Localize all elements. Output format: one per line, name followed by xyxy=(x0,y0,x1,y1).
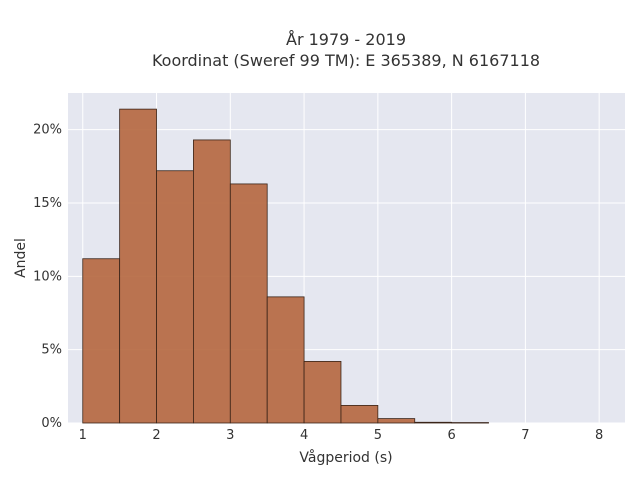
histogram-bar xyxy=(303,360,342,424)
chart-title-line2: Koordinat (Sweref 99 TM): E 365389, N 61… xyxy=(152,51,540,70)
y-tick-label: 0% xyxy=(41,416,62,431)
y-tick-label: 10% xyxy=(33,269,62,284)
histogram-bar xyxy=(451,422,489,424)
histogram-bar xyxy=(266,296,305,424)
histogram-bar xyxy=(340,404,379,424)
x-axis-label: Vågperiod (s) xyxy=(299,449,392,466)
y-tick-label: 5% xyxy=(41,343,62,358)
y-tick-labels: 0% 5% 10% 15% 20% xyxy=(33,123,62,431)
x-tick-label: 3 xyxy=(226,428,234,443)
histogram-bar xyxy=(156,170,194,424)
y-axis-label: Andel xyxy=(13,238,29,278)
histogram-bar xyxy=(193,139,231,424)
x-tick-label: 7 xyxy=(521,428,529,443)
histogram-bar xyxy=(82,258,121,424)
x-tick-label: 1 xyxy=(79,428,87,443)
x-tick-labels: 1 2 3 4 5 6 7 8 xyxy=(79,428,604,443)
x-tick-label: 8 xyxy=(595,428,603,443)
histogram-bar xyxy=(119,108,157,424)
x-tick-label: 4 xyxy=(300,428,308,443)
histogram-bar xyxy=(414,421,453,424)
bars xyxy=(82,108,489,424)
x-tick-label: 5 xyxy=(374,428,382,443)
y-tick-label: 15% xyxy=(33,196,62,211)
histogram-bar xyxy=(229,183,268,424)
chart-title-line1: År 1979 - 2019 xyxy=(286,30,406,49)
x-tick-label: 6 xyxy=(447,428,455,443)
histogram-bar xyxy=(377,418,416,424)
y-tick-label: 20% xyxy=(33,123,62,138)
x-tick-label: 2 xyxy=(152,428,160,443)
